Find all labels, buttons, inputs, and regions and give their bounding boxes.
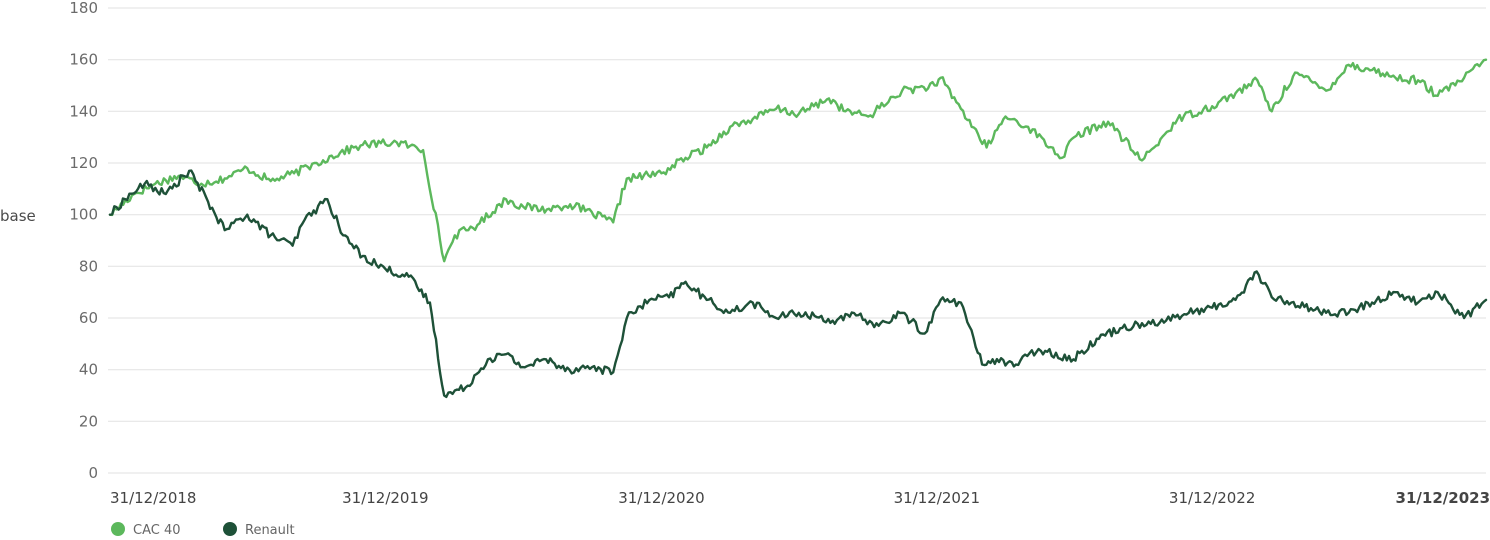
legend-marker (111, 522, 125, 536)
series-line-cac40 (108, 58, 1488, 263)
y-tick-label: 0 (88, 464, 98, 482)
y-tick-layer: 0 20 40 60 80 100 120 140 160 180 (69, 0, 98, 482)
series-line-renault (108, 169, 1488, 399)
x-tick-layer: 31/12/2018 31/12/2019 31/12/2020 31/12/2021… (110, 489, 1490, 507)
series-layer (108, 58, 1488, 399)
y-tick-label: 100 (69, 206, 98, 224)
y-axis-label: base (0, 207, 36, 225)
y-tick-label: 20 (79, 412, 98, 430)
grid-layer (108, 7, 1486, 474)
y-tick-label: 80 (79, 257, 98, 275)
legend-label: CAC 40 (133, 523, 181, 538)
y-tick-label: 120 (69, 154, 98, 172)
y-tick-label: 160 (69, 51, 98, 69)
legend-label: Renault (245, 523, 295, 538)
x-tick-label: 31/12/2022 (1169, 489, 1255, 507)
x-tick-label: 31/12/2023 (1396, 489, 1490, 507)
x-tick-label: 31/12/2019 (342, 489, 428, 507)
y-tick-label: 180 (69, 0, 98, 17)
x-tick-label: 31/12/2021 (894, 489, 980, 507)
y-tick-label: 40 (79, 361, 98, 379)
x-tick-label: 31/12/2020 (618, 489, 704, 507)
x-tick-label: 31/12/2018 (110, 489, 196, 507)
legend-marker (223, 522, 237, 536)
y-tick-label: 60 (79, 309, 98, 327)
legend: CAC 40 Renault (111, 522, 295, 538)
y-tick-label: 140 (69, 102, 98, 120)
